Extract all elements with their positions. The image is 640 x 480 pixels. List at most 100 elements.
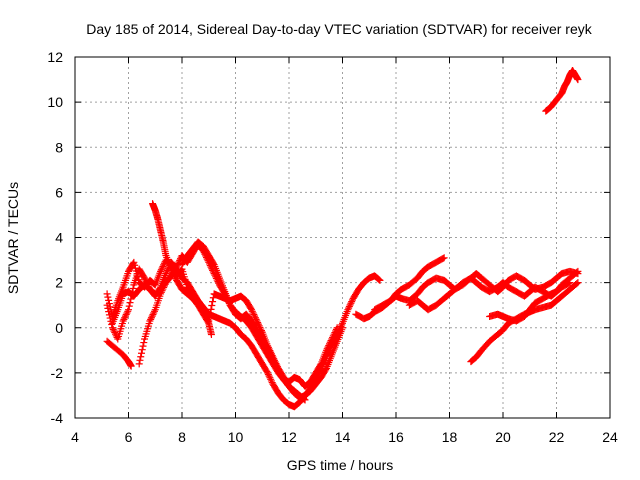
data-point [171, 273, 179, 281]
data-point [329, 332, 337, 340]
data-point [173, 261, 181, 269]
x-tick-label: 18 [442, 429, 458, 445]
data-point [121, 312, 129, 320]
x-axis-label: GPS time / hours [287, 457, 394, 473]
data-point [122, 311, 130, 319]
data-point [266, 349, 274, 357]
data-point [322, 346, 330, 354]
data-point [109, 325, 117, 333]
data-points [103, 67, 582, 411]
data-point [348, 298, 356, 306]
data-point [138, 346, 146, 354]
data-point [148, 312, 156, 320]
data-point [207, 331, 215, 339]
data-point [206, 309, 214, 317]
series-trace_4 [108, 281, 159, 327]
data-point [147, 315, 155, 323]
data-point [331, 329, 339, 337]
x-tick-label: 8 [178, 429, 186, 445]
data-point [120, 315, 128, 323]
series-late_segment [542, 67, 582, 115]
data-point [574, 267, 582, 275]
data-point [252, 315, 260, 323]
data-point [160, 261, 168, 269]
data-point [103, 301, 111, 309]
data-point [566, 279, 574, 287]
data-point [158, 264, 166, 272]
y-tick-label: 0 [55, 320, 63, 336]
data-point [301, 396, 309, 404]
data-point [105, 296, 113, 304]
data-point [332, 327, 340, 335]
data-point [136, 356, 144, 364]
data-point [574, 76, 582, 84]
data-point [137, 353, 145, 361]
y-tick-labels: -4 -2 0 2 4 6 8 10 12 [47, 49, 63, 426]
data-point [105, 311, 113, 319]
data-point [121, 314, 129, 322]
data-point [325, 341, 333, 349]
data-point [103, 290, 111, 298]
data-point [150, 307, 158, 315]
data-point [268, 354, 276, 362]
data-point [270, 357, 278, 365]
data-point [266, 374, 274, 382]
data-point [111, 329, 119, 337]
data-point [160, 282, 168, 290]
data-point [149, 311, 157, 319]
data-point [169, 268, 177, 276]
data-point [147, 314, 155, 322]
x-tick-label: 14 [335, 429, 351, 445]
data-point [272, 362, 280, 370]
data-point [326, 338, 334, 346]
y-tick-label: 2 [55, 275, 63, 291]
data-point [125, 302, 133, 310]
data-point [162, 270, 170, 278]
data-point [329, 333, 337, 341]
data-point [129, 284, 137, 292]
x-tick-label: 20 [495, 429, 511, 445]
data-point [158, 287, 166, 295]
data-point [251, 312, 259, 320]
data-point [105, 308, 113, 316]
data-point [163, 268, 171, 276]
y-tick-label: -4 [51, 410, 64, 426]
data-point [264, 369, 272, 377]
data-point [264, 344, 272, 352]
data-point [160, 283, 168, 291]
series-trace_3 [103, 337, 135, 370]
data-point [316, 361, 324, 369]
data-point [137, 349, 145, 357]
data-point [170, 270, 178, 278]
data-point [269, 355, 277, 363]
x-tick-label: 12 [281, 429, 297, 445]
data-point [254, 320, 262, 328]
data-point [267, 352, 275, 360]
data-point [146, 317, 154, 325]
data-point [273, 363, 281, 371]
data-point [170, 272, 178, 280]
data-point [573, 268, 581, 276]
data-point [375, 276, 383, 284]
data-point [270, 359, 278, 367]
data-point [267, 377, 275, 385]
data-point [248, 307, 256, 315]
x-tick-label: 24 [602, 429, 618, 445]
y-tick-label: -2 [51, 365, 64, 381]
data-point [104, 293, 112, 301]
data-point [374, 275, 382, 283]
x-tick-label: 4 [71, 429, 79, 445]
data-point [104, 304, 112, 312]
data-point [168, 267, 176, 275]
data-point [110, 327, 118, 335]
data-point [209, 298, 217, 306]
data-point [267, 375, 275, 383]
series-trace_7 [178, 238, 309, 404]
data-point [565, 279, 573, 287]
data-point [157, 290, 165, 298]
series-trace_6 [149, 200, 215, 339]
data-point [324, 343, 332, 351]
series-trace_12 [486, 279, 574, 325]
